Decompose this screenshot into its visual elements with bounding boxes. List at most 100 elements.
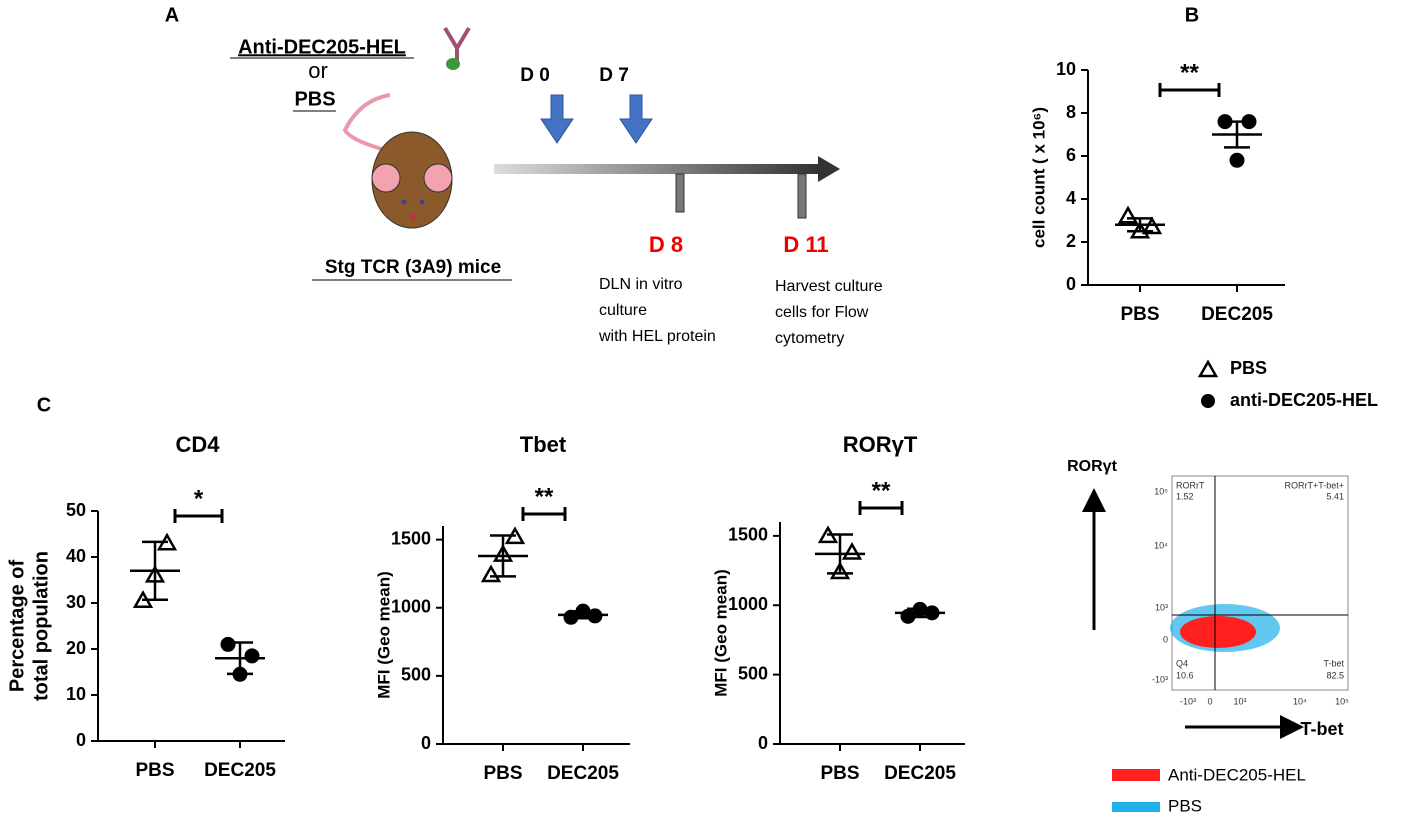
y-tick-label: 1500 bbox=[391, 528, 431, 548]
y-tick-label: 1000 bbox=[728, 594, 768, 614]
quadrant-value: 1.52 bbox=[1176, 491, 1194, 501]
step-text: with HEL protein bbox=[598, 328, 716, 345]
error-bar bbox=[142, 540, 168, 602]
flow-legend-swatch bbox=[1112, 802, 1160, 812]
significance-bracket bbox=[521, 507, 567, 521]
flow-tick: 0 bbox=[1207, 696, 1212, 706]
control: PBS bbox=[294, 88, 335, 110]
legend-label: anti-DEC205-HEL bbox=[1230, 390, 1378, 410]
injection-day: D 0 bbox=[520, 65, 550, 86]
schematic: Anti-DEC205-HEL or PBS Stg TCR (3A9) mic… bbox=[230, 26, 883, 347]
y-axis-label: Percentage of bbox=[6, 560, 28, 693]
or: or bbox=[308, 58, 328, 83]
flow-tick: 10⁴ bbox=[1293, 696, 1307, 706]
significance-bracket bbox=[173, 509, 224, 523]
quadrant-label: RORrT bbox=[1176, 480, 1205, 490]
y-tick-label: 1000 bbox=[391, 597, 431, 617]
error-bar bbox=[1127, 217, 1153, 233]
treatment: Anti-DEC205-HEL bbox=[238, 36, 406, 58]
quadrant-value: 5.41 bbox=[1326, 491, 1344, 501]
flow-tick: 10³ bbox=[1233, 696, 1246, 706]
y-tick-label: 4 bbox=[1066, 188, 1076, 208]
mouse-eye bbox=[401, 199, 407, 205]
y-axis-label: cell count ( x 10⁶) bbox=[1029, 107, 1048, 248]
data-point bbox=[1229, 152, 1245, 168]
flow-frame bbox=[1171, 475, 1349, 691]
chart-title: RORγT bbox=[843, 432, 918, 457]
y-axis-label: MFI (Geo mean) bbox=[374, 571, 393, 699]
mouse-ear bbox=[371, 163, 401, 193]
mice: Stg TCR (3A9) mice bbox=[325, 257, 501, 278]
flow-tick: 10⁵ bbox=[1335, 696, 1349, 706]
data-point bbox=[220, 636, 236, 652]
x-tick-label: PBS bbox=[1120, 304, 1159, 325]
flow-legend-swatch bbox=[1112, 769, 1160, 781]
data-point bbox=[841, 542, 863, 560]
error-bar bbox=[227, 641, 253, 676]
x-tick-label: DEC205 bbox=[204, 760, 276, 781]
flow-y-label: RORγt bbox=[1067, 458, 1117, 475]
y-tick-label: 500 bbox=[738, 663, 768, 683]
significance: ** bbox=[535, 483, 554, 510]
y-tick-label: 6 bbox=[1066, 145, 1076, 165]
x-tick-label: DEC205 bbox=[884, 763, 956, 784]
legend-label: PBS bbox=[1230, 358, 1267, 378]
y-tick-label: 1500 bbox=[728, 525, 768, 545]
quadrant-label: RORrT+T-bet+ bbox=[1284, 480, 1344, 490]
data-point bbox=[244, 648, 260, 664]
flow-tick: 10³ bbox=[1155, 602, 1168, 612]
mouse-ear bbox=[423, 163, 453, 193]
quadrant-value: 82.5 bbox=[1326, 670, 1344, 680]
significance: * bbox=[194, 485, 204, 512]
mouse-eye bbox=[419, 199, 425, 205]
data-point bbox=[1117, 205, 1139, 224]
y-tick-label: 500 bbox=[401, 665, 431, 685]
y-tick-label: 10 bbox=[1056, 59, 1076, 79]
flow-plot: RORγt T-bet RORrT 1.52 RORrT+T-bet+ 5.41… bbox=[1067, 458, 1349, 815]
flow-x-label: T-bet bbox=[1301, 719, 1344, 739]
error-bar bbox=[1224, 120, 1250, 149]
quadrant-value: 10.6 bbox=[1176, 670, 1194, 680]
legend-marker bbox=[1201, 394, 1215, 408]
step-day: D 11 bbox=[783, 232, 828, 257]
step-day: D 8 bbox=[649, 232, 683, 257]
significance-bracket bbox=[858, 501, 904, 515]
y-tick-label: 0 bbox=[421, 733, 431, 753]
flow-tick: 0 bbox=[1163, 634, 1168, 644]
data-point bbox=[480, 564, 502, 583]
x-tick-label: PBS bbox=[135, 760, 174, 781]
flow-tick: 10⁵ bbox=[1154, 486, 1168, 496]
error-bar bbox=[907, 607, 933, 619]
step-text: DLN in vitro bbox=[599, 276, 683, 293]
step-text: Harvest culture bbox=[775, 278, 883, 295]
panel-label: C bbox=[37, 394, 51, 416]
mouse-tail bbox=[342, 93, 391, 152]
error-bar bbox=[570, 610, 596, 620]
step-text: cytometry bbox=[775, 330, 844, 347]
legend-marker bbox=[1197, 359, 1219, 378]
quadrant-label: Q4 bbox=[1176, 658, 1188, 668]
y-tick-label: 0 bbox=[758, 733, 768, 753]
significance-bracket bbox=[1158, 83, 1221, 97]
quadrant-label: T-bet bbox=[1323, 658, 1344, 668]
flow-tick: 10⁴ bbox=[1154, 540, 1168, 550]
error-bar bbox=[490, 534, 516, 578]
chart-title: Tbet bbox=[520, 432, 567, 457]
timeline bbox=[494, 164, 819, 174]
injection-day: D 7 bbox=[599, 65, 629, 86]
y-tick-label: 0 bbox=[76, 730, 86, 750]
flow-population bbox=[1180, 616, 1256, 648]
flow-tick: -10³ bbox=[1180, 696, 1196, 706]
timeline-head bbox=[818, 156, 840, 182]
timepoint bbox=[675, 173, 685, 213]
step-text: culture bbox=[599, 302, 647, 319]
y-tick-label: 30 bbox=[66, 592, 86, 612]
y-tick-label: 0 bbox=[1066, 274, 1076, 294]
y-tick-label: 8 bbox=[1066, 102, 1076, 122]
x-tick-label: PBS bbox=[820, 763, 859, 784]
significance: ** bbox=[1180, 59, 1199, 86]
x-tick-label: DEC205 bbox=[1201, 304, 1273, 325]
y-axis-label: total population bbox=[30, 551, 52, 701]
injection-arrow bbox=[540, 94, 574, 144]
